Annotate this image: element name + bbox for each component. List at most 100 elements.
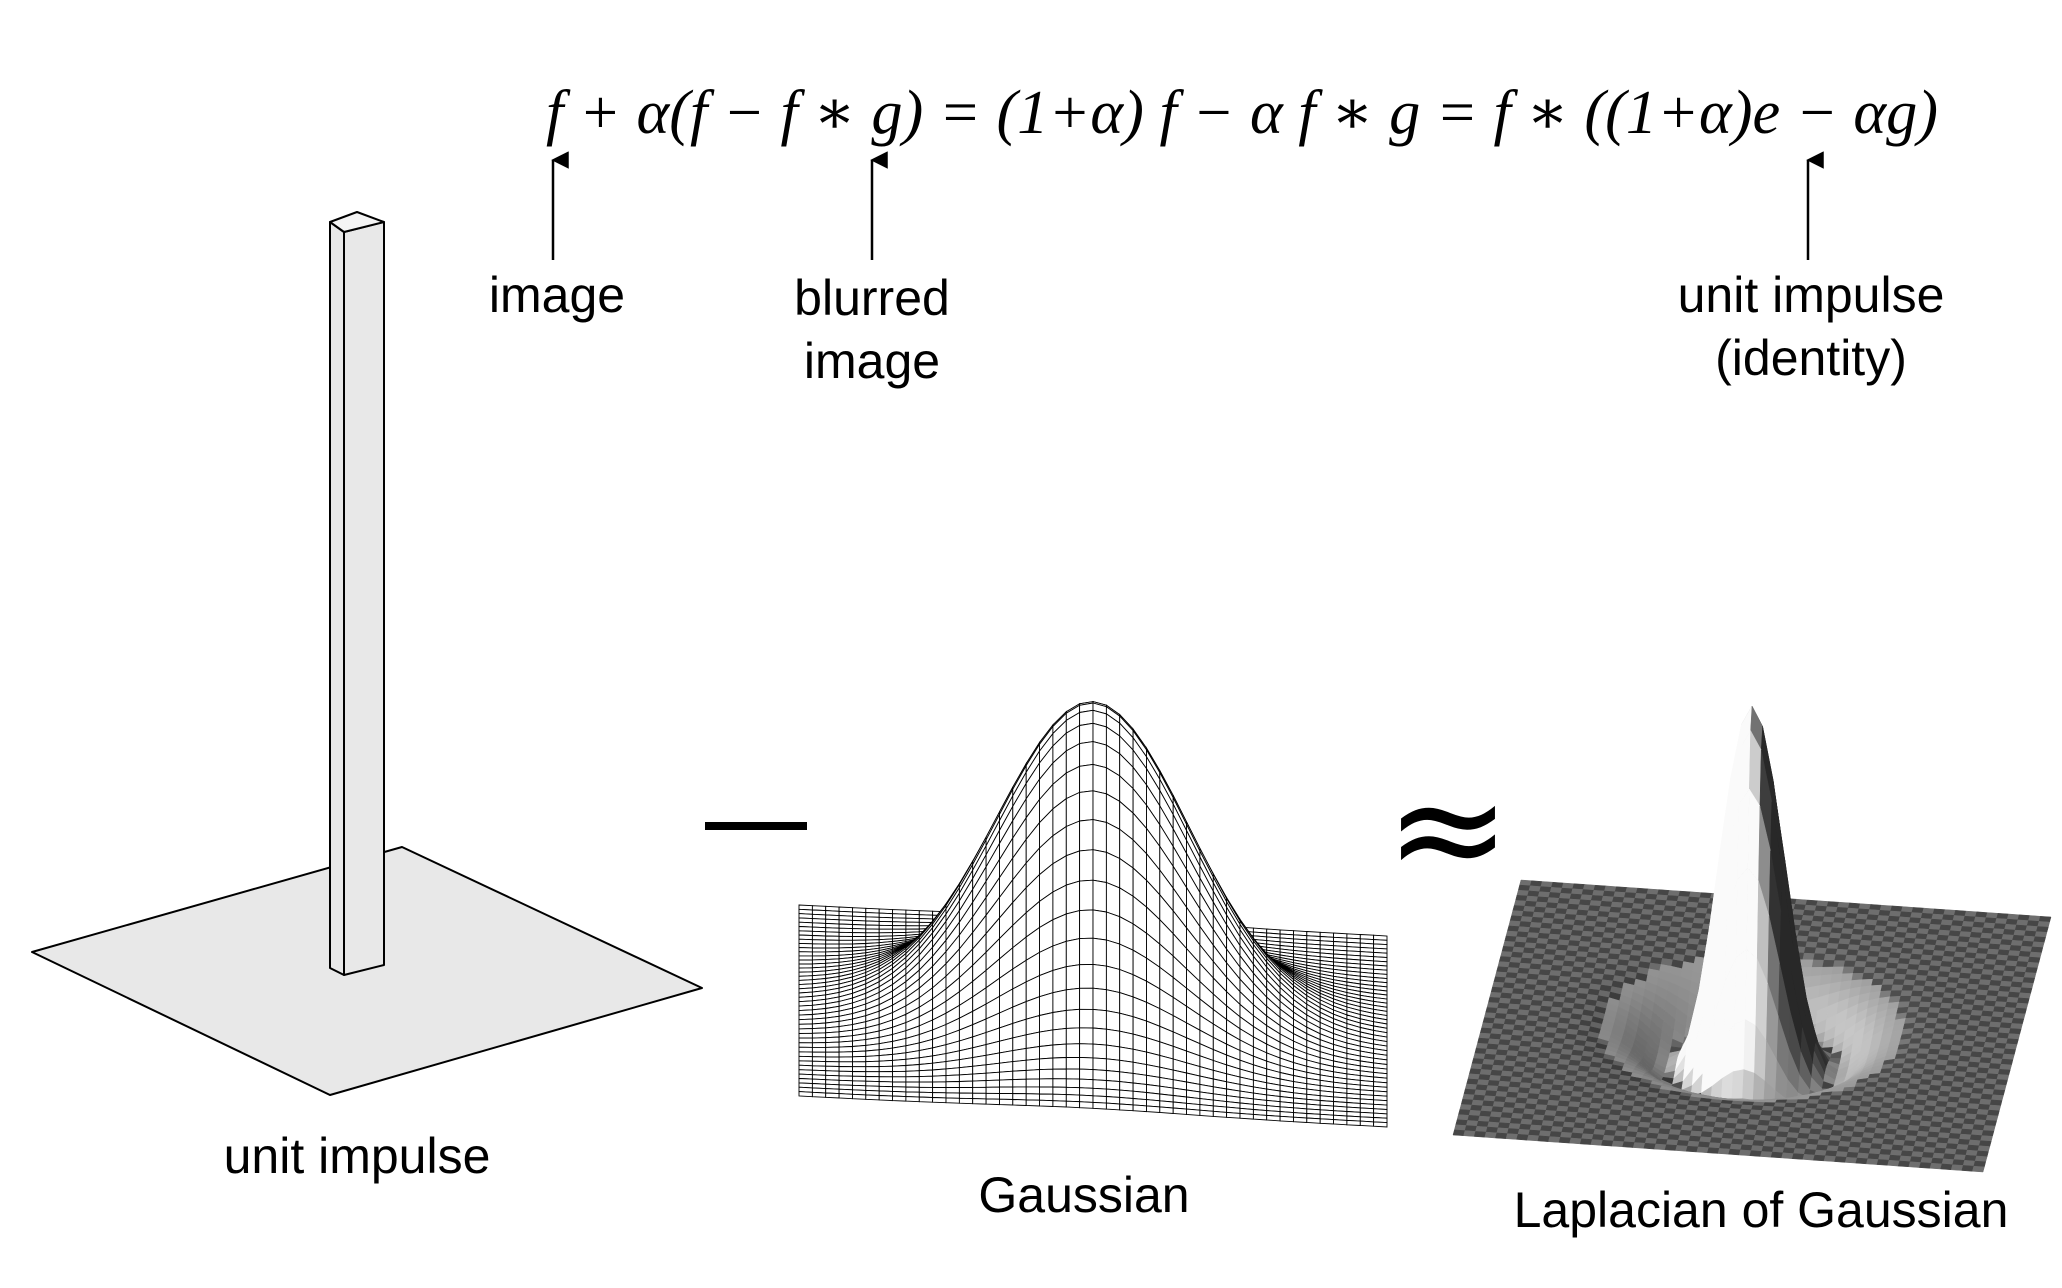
mesh-cell — [1915, 974, 1928, 982]
mesh-cell — [1498, 956, 1512, 963]
mesh-cell — [1995, 1079, 2008, 1086]
mesh-cell — [1975, 1072, 1988, 1079]
mesh-cell — [1960, 926, 1974, 933]
mesh-cell — [1746, 866, 1759, 960]
mesh-cell — [1948, 1091, 1962, 1098]
mesh-cell — [1873, 1091, 1886, 1098]
mesh-cell — [1831, 1124, 1845, 1132]
mesh-cell — [1909, 1078, 1922, 1085]
mesh-cell — [1961, 921, 1975, 928]
mesh-cell — [1611, 896, 1625, 903]
mesh-cell — [825, 1051, 840, 1058]
mesh-cell — [1501, 1107, 1515, 1114]
mesh-cell — [1978, 1062, 1991, 1069]
mesh-cell — [1569, 1137, 1582, 1145]
mesh-cell — [1933, 986, 1947, 993]
mesh-cell — [2035, 926, 2049, 933]
mesh-cell — [865, 1066, 880, 1073]
mesh-cell — [878, 924, 893, 930]
mesh-cell — [1941, 914, 1955, 921]
mesh-cell — [1105, 965, 1121, 994]
mesh-cell — [1639, 914, 1653, 921]
mesh-cell — [1955, 1066, 1969, 1073]
mesh-cell — [1092, 1101, 1107, 1110]
mesh-cell — [1950, 1044, 1963, 1052]
mesh-cell — [1515, 1097, 1528, 1104]
mesh-cell — [1745, 1124, 1759, 1131]
mesh-cell — [1813, 1154, 1826, 1162]
mesh-cell — [1511, 1071, 1525, 1078]
mesh-cell — [1586, 910, 1600, 917]
mesh-cell — [1159, 1106, 1174, 1114]
mesh-cell — [1494, 1054, 1507, 1061]
mesh-cell — [1941, 1039, 1954, 1046]
mesh-cell — [1664, 1144, 1678, 1151]
mesh-cell — [1581, 1133, 1594, 1140]
mesh-cell — [1969, 1015, 1982, 1022]
mesh-cell — [1951, 1081, 1965, 1088]
mesh-cell — [1533, 989, 1546, 997]
mesh-cell — [1568, 1101, 1581, 1108]
mesh-cell — [1092, 1095, 1107, 1104]
mesh-cell — [1821, 1124, 1834, 1131]
mesh-cell — [1949, 1008, 1962, 1015]
mesh-cell — [1537, 1135, 1551, 1142]
mesh-cell — [1822, 916, 1836, 923]
mesh-cell — [1818, 1134, 1832, 1141]
mesh-cell — [1943, 909, 1956, 916]
mesh-cell — [1948, 1050, 1962, 1057]
mesh-cell — [1890, 905, 1903, 912]
mesh-cell — [1480, 1105, 1494, 1112]
annotation: image — [804, 333, 940, 389]
mesh-cell — [1798, 1127, 1812, 1135]
mesh-cell — [1956, 1060, 1970, 1068]
mesh-cell — [1829, 1095, 1843, 1101]
mesh-cell — [1670, 1124, 1683, 1131]
mesh-cell — [1833, 917, 1846, 924]
mesh-cell — [1976, 948, 1989, 955]
mesh-cell — [1814, 947, 1828, 955]
mesh-cell — [1866, 1158, 1879, 1165]
mesh-cell — [1475, 1042, 1489, 1050]
mesh-cell — [958, 1073, 974, 1082]
mesh-cell — [865, 1055, 880, 1063]
mesh-cell — [1675, 901, 1689, 908]
mesh-cell — [1079, 987, 1094, 1010]
mesh-cell — [1522, 1030, 1535, 1037]
mesh-cell — [1761, 1146, 1775, 1153]
mesh-cell — [1829, 932, 1842, 939]
mesh-cell — [1559, 1054, 1572, 1061]
mesh-cell — [1614, 927, 1628, 935]
mesh-cell — [1119, 991, 1134, 1018]
mesh-cell — [1834, 954, 1847, 962]
mesh-cell — [1841, 928, 1854, 935]
mesh-cell — [1814, 1108, 1828, 1115]
mesh-cell — [972, 1064, 987, 1075]
mesh-cell — [798, 1023, 813, 1030]
mesh-cell — [1802, 952, 1816, 961]
mesh-cell — [1558, 1095, 1572, 1102]
mesh-cell — [1526, 932, 1540, 939]
mesh-cell — [2030, 946, 2044, 953]
mesh-cell — [1293, 1116, 1308, 1123]
mesh-cell — [1902, 1063, 1916, 1069]
mesh-cell — [1914, 1017, 1928, 1024]
mesh-cell — [798, 1028, 813, 1034]
mesh-cell — [1928, 965, 1941, 972]
mesh-cell — [1961, 1004, 1974, 1011]
mesh-cell — [1613, 1094, 1626, 1101]
mesh-cell — [1252, 1113, 1268, 1121]
mesh-cell — [1704, 1116, 1718, 1123]
mesh-cell — [1588, 905, 1601, 912]
mesh-cell — [865, 1060, 880, 1068]
mesh-cell — [1805, 941, 1818, 949]
mesh-cell — [1634, 1137, 1647, 1144]
mesh-cell — [1988, 943, 2001, 950]
mesh-cell — [1039, 1093, 1054, 1102]
mesh-cell — [1920, 954, 1934, 961]
mesh-cell — [1613, 1135, 1626, 1142]
mesh-cell — [1967, 1020, 1981, 1027]
mesh-cell — [1621, 902, 1634, 909]
mesh-cell — [1781, 1111, 1795, 1118]
mesh-cell — [1533, 1109, 1547, 1116]
